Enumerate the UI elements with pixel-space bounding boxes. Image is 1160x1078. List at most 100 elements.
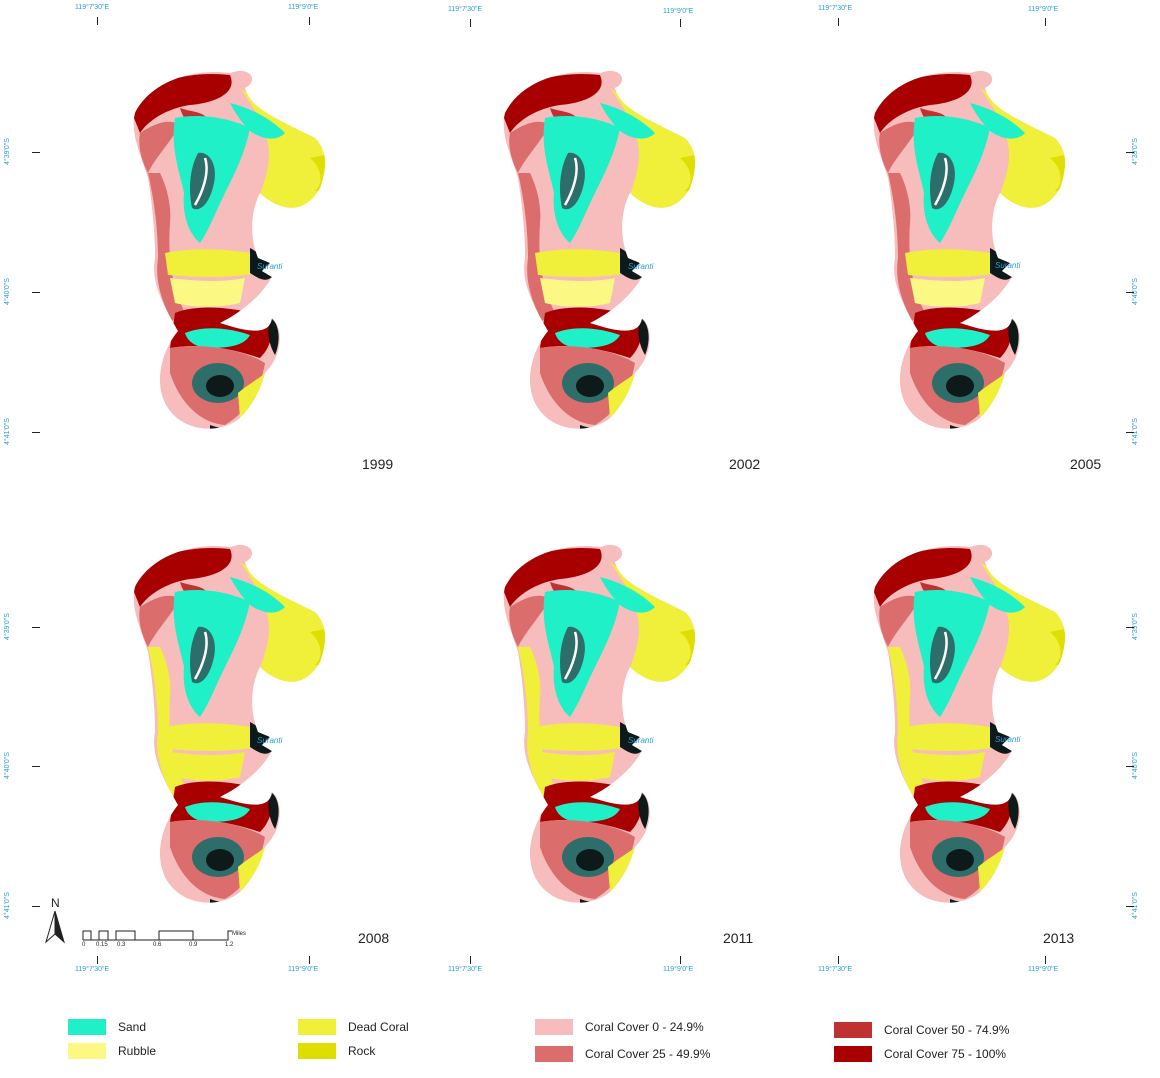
- legend-label: Rock: [348, 1044, 376, 1058]
- tick-mark: [1126, 292, 1134, 293]
- habitat-coral-cover-25: [139, 121, 180, 173]
- habitat-coral-cover-25: [879, 595, 920, 647]
- reef-map-2008: [110, 537, 335, 917]
- habitat-deep-water: [638, 318, 649, 355]
- habitat-dead-coral: [148, 647, 185, 795]
- place-label: Suranti: [995, 261, 1021, 270]
- year-label: 2013: [1043, 930, 1075, 946]
- habitat-sand: [185, 328, 250, 348]
- habitat-dead-coral: [978, 373, 1005, 418]
- lat-label: 4°41'0"S: [3, 892, 11, 919]
- habitat-rock: [310, 153, 325, 193]
- legend-label: Coral Cover 50 - 74.9%: [884, 1023, 1010, 1037]
- year-label: 2005: [1070, 456, 1102, 472]
- lon-label: 119°9'0"E: [663, 966, 694, 973]
- year-label: 2002: [729, 456, 761, 472]
- habitat-deep-water: [576, 375, 604, 397]
- legend-swatch: [68, 1019, 106, 1035]
- habitat-deep-water: [638, 792, 649, 829]
- legend-swatch: [535, 1019, 573, 1035]
- place-label: Suranti: [995, 735, 1021, 744]
- lon-label: 119°9'0"E: [288, 4, 319, 11]
- habitat-sand: [555, 328, 620, 348]
- lon-label: 119°7'30"E: [448, 966, 483, 973]
- tick-mark: [838, 18, 839, 26]
- scale-tick-label: 0.15: [96, 942, 108, 948]
- lat-label: 4°41'0"S: [3, 418, 11, 445]
- habitat-coral-cover-25: [879, 121, 920, 173]
- habitat-seagrass: [560, 626, 585, 684]
- lon-label: 119°7'30"E: [75, 966, 110, 973]
- habitat-sand: [970, 577, 1025, 613]
- habitat-sand: [925, 802, 990, 822]
- legend-item-coral-cover-50: Coral Cover 50 - 74.9%: [834, 1022, 1009, 1038]
- reef-habitat: [133, 70, 325, 429]
- reef-habitat: [133, 544, 325, 903]
- legend-swatch: [535, 1046, 573, 1062]
- north-label: N: [51, 896, 60, 910]
- reef-map-1999: [110, 63, 335, 443]
- habitat-dead-coral: [540, 752, 615, 781]
- legend-item-coral-cover-75: Coral Cover 75 - 100%: [834, 1046, 1006, 1062]
- legend-item-coral-cover-25: Coral Cover 25 - 49.9%: [535, 1046, 710, 1062]
- lat-label: 4°40'0"S: [3, 752, 11, 779]
- reef-map-2005: [850, 63, 1075, 443]
- place-label: Suranti: [257, 262, 283, 271]
- tick-mark: [309, 17, 310, 25]
- tick-mark: [32, 432, 40, 433]
- habitat-rubble: [910, 278, 985, 307]
- habitat-dead-coral: [905, 723, 998, 752]
- reef-map-svg: [873, 544, 1065, 903]
- scale-unit-label: Miles: [232, 931, 247, 937]
- tick-mark: [680, 956, 681, 964]
- reef-map-svg: [133, 544, 325, 903]
- habitat-coral-cover-25: [518, 173, 555, 321]
- tick-mark: [1126, 432, 1134, 433]
- tick-mark: [32, 152, 40, 153]
- tick-mark: [1126, 627, 1134, 628]
- tick-mark: [680, 19, 681, 27]
- lon-label: 119°9'0"E: [1028, 6, 1059, 13]
- place-label: Suranti: [257, 736, 283, 745]
- habitat-dead-coral: [535, 249, 628, 278]
- habitat-seagrass: [560, 152, 585, 210]
- habitat-sand: [970, 103, 1025, 139]
- scale-tick-label: 0.3: [117, 942, 126, 948]
- lon-label: 119°7'30"E: [818, 5, 853, 12]
- legend-item-sand: Sand: [68, 1019, 146, 1035]
- habitat-dead-coral: [170, 752, 245, 781]
- tick-mark: [1045, 18, 1046, 26]
- legend-swatch: [298, 1019, 336, 1035]
- habitat-deep-water: [250, 248, 272, 280]
- legend-label: Rubble: [118, 1044, 157, 1058]
- tick-mark: [97, 956, 98, 964]
- lat-label: 4°40'0"S: [3, 278, 11, 305]
- year-label: 1999: [362, 456, 394, 472]
- legend-label: Coral Cover 25 - 49.9%: [585, 1047, 711, 1061]
- tick-mark: [32, 292, 40, 293]
- habitat-dead-coral: [165, 723, 258, 752]
- habitat-dead-coral: [608, 847, 635, 892]
- habitat-coral-cover-25: [509, 121, 550, 173]
- tick-mark: [32, 906, 40, 907]
- lon-label: 119°9'0"E: [288, 966, 319, 973]
- lon-label: 119°9'0"E: [663, 8, 694, 15]
- habitat-deep-water: [946, 849, 974, 871]
- tick-mark: [470, 956, 471, 964]
- tick-mark: [1126, 152, 1134, 153]
- year-label: 2008: [358, 930, 390, 946]
- habitat-seagrass: [190, 626, 215, 684]
- habitat-rock: [310, 627, 325, 667]
- place-label: Suranti: [628, 736, 654, 745]
- tick-mark: [97, 17, 98, 25]
- habitat-sand: [230, 577, 285, 613]
- lat-label: 4°39'0"S: [3, 613, 11, 640]
- legend-label: Dead Coral: [348, 1020, 409, 1034]
- habitat-sand: [185, 802, 250, 822]
- scale-tick-label: 0.9: [189, 942, 198, 948]
- habitat-deep-water: [620, 722, 642, 754]
- lagoon-channel: [563, 631, 578, 680]
- habitat-rubble: [540, 278, 615, 307]
- habitat-seagrass: [930, 152, 955, 210]
- habitat-coral-cover-25: [148, 173, 185, 321]
